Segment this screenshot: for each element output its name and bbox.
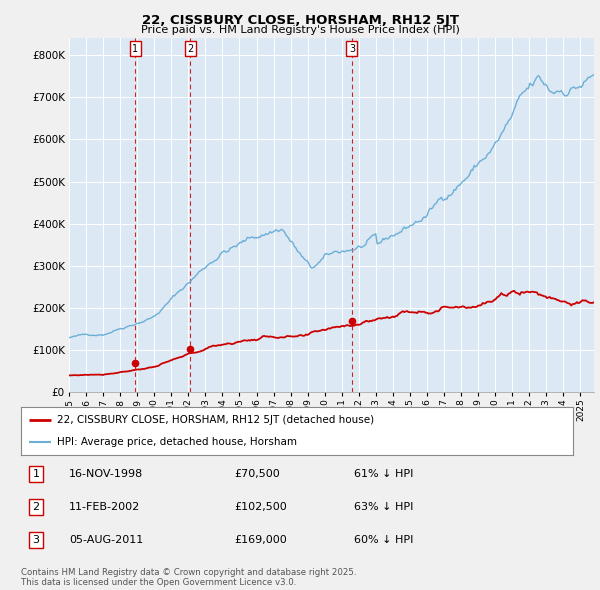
Text: 3: 3: [32, 535, 40, 545]
Text: 22, CISSBURY CLOSE, HORSHAM, RH12 5JT: 22, CISSBURY CLOSE, HORSHAM, RH12 5JT: [142, 14, 458, 27]
Text: 61% ↓ HPI: 61% ↓ HPI: [354, 469, 413, 478]
Text: 2: 2: [32, 502, 40, 512]
Text: £169,000: £169,000: [234, 535, 287, 545]
Text: 22, CISSBURY CLOSE, HORSHAM, RH12 5JT (detached house): 22, CISSBURY CLOSE, HORSHAM, RH12 5JT (d…: [57, 415, 374, 425]
Text: 05-AUG-2011: 05-AUG-2011: [69, 535, 143, 545]
Text: 2: 2: [187, 44, 193, 54]
Text: 1: 1: [132, 44, 138, 54]
Text: Price paid vs. HM Land Registry's House Price Index (HPI): Price paid vs. HM Land Registry's House …: [140, 25, 460, 35]
Text: 3: 3: [349, 44, 355, 54]
Text: £102,500: £102,500: [234, 502, 287, 512]
Text: £70,500: £70,500: [234, 469, 280, 478]
Text: 1: 1: [32, 469, 40, 478]
Text: HPI: Average price, detached house, Horsham: HPI: Average price, detached house, Hors…: [57, 437, 297, 447]
Text: 16-NOV-1998: 16-NOV-1998: [69, 469, 143, 478]
Text: 11-FEB-2002: 11-FEB-2002: [69, 502, 140, 512]
Text: 60% ↓ HPI: 60% ↓ HPI: [354, 535, 413, 545]
Text: Contains HM Land Registry data © Crown copyright and database right 2025.
This d: Contains HM Land Registry data © Crown c…: [21, 568, 356, 587]
Text: 63% ↓ HPI: 63% ↓ HPI: [354, 502, 413, 512]
